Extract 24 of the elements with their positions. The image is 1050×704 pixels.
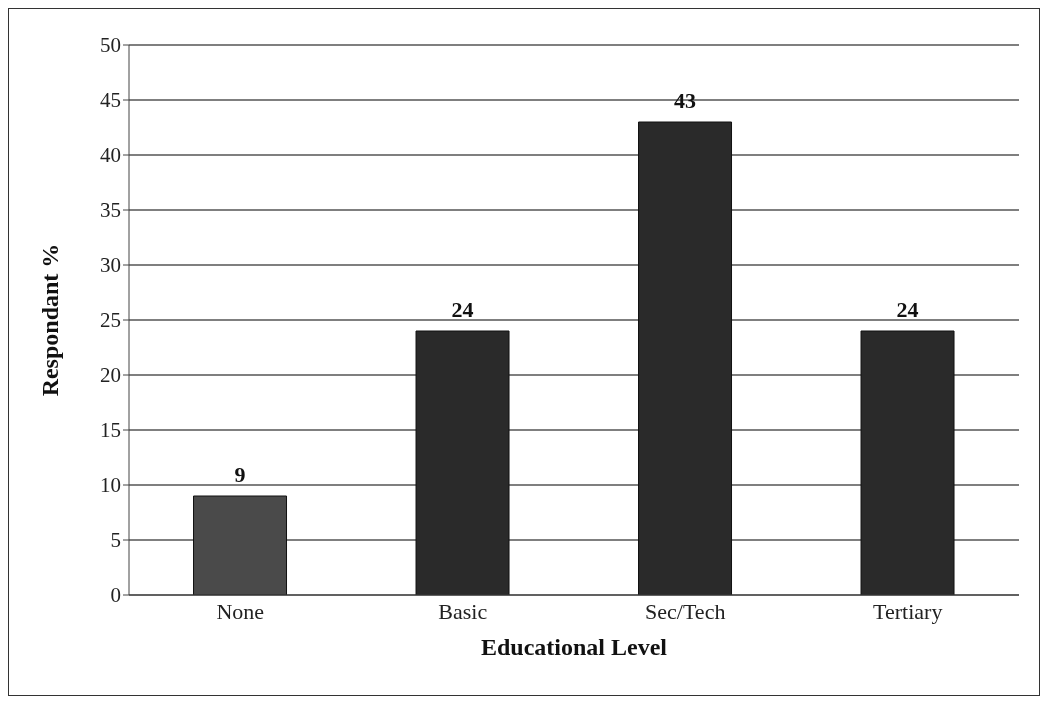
y-tick-label: 10 xyxy=(100,473,121,498)
y-tick-label: 25 xyxy=(100,308,121,333)
bar xyxy=(860,330,955,595)
bar xyxy=(415,330,510,595)
y-tick-label: 35 xyxy=(100,198,121,223)
data-label: 9 xyxy=(234,462,246,487)
y-tick-label: 20 xyxy=(100,363,121,388)
y-tick-label: 30 xyxy=(100,253,121,278)
x-tick-label: Sec/Tech xyxy=(645,598,726,624)
data-label: 24 xyxy=(896,297,919,322)
y-tick-label: 0 xyxy=(110,583,121,608)
data-label: 24 xyxy=(451,297,474,322)
bar xyxy=(638,121,733,595)
x-tick-label: Tertiary xyxy=(873,598,943,624)
y-tick-label: 15 xyxy=(100,418,121,443)
y-axis-title: Respondant % xyxy=(36,243,63,397)
y-tick-label: 5 xyxy=(110,528,121,553)
x-tick-label: None xyxy=(216,598,265,624)
y-tick-label: 40 xyxy=(100,143,121,168)
x-axis-title: Educational Level xyxy=(480,634,668,660)
y-tick-label: 45 xyxy=(100,88,121,113)
data-label: 43 xyxy=(674,88,697,113)
x-tick-label: Basic xyxy=(438,598,488,624)
y-tick-label: 50 xyxy=(100,33,121,58)
